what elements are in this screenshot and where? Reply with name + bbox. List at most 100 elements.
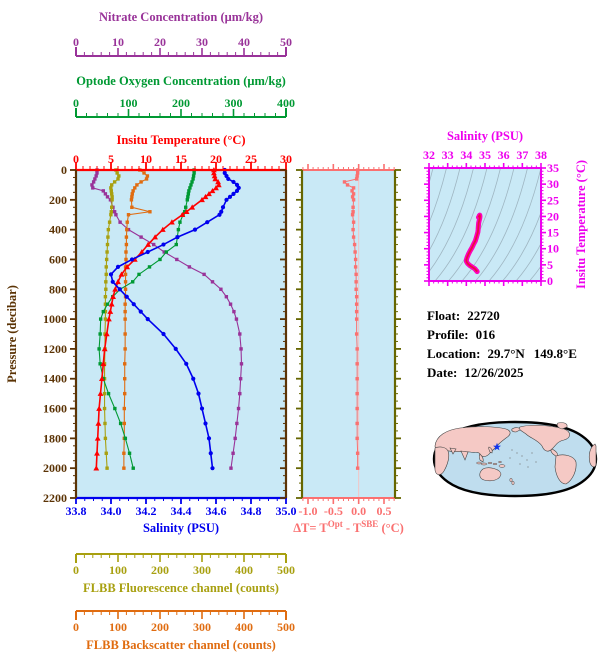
- tick-label: 0: [73, 96, 79, 110]
- data-point: [101, 309, 105, 314]
- data-point: [124, 235, 129, 239]
- ts-diagram-panel: 32 33 34 35 36 37 38 0 5 10 15 20 25 30 35 Salinity (PS…: [423, 129, 588, 289]
- tick-label: 100: [109, 620, 127, 634]
- data-point: [234, 317, 239, 321]
- data-point: [90, 183, 94, 187]
- data-point: [351, 227, 355, 232]
- data-point: [123, 332, 127, 336]
- pressure-tick-label: 200: [49, 193, 67, 207]
- data-point: [118, 271, 125, 277]
- delta-t-background: [302, 170, 395, 498]
- data-point: [95, 420, 102, 426]
- data-point: [208, 451, 213, 456]
- data-point: [351, 210, 355, 214]
- axis-title: Optode Oxygen Concentration (μm/kg): [76, 74, 286, 88]
- map-island-dot: [527, 466, 529, 468]
- data-point: [189, 183, 193, 187]
- tick-label: 20: [154, 35, 166, 49]
- data-point: [345, 183, 350, 187]
- data-point: [231, 179, 236, 185]
- data-point: [354, 280, 358, 284]
- ts-curve-inner: [465, 214, 481, 273]
- tick-label: 50: [280, 35, 292, 49]
- data-point: [233, 436, 237, 441]
- tick-label: 200: [151, 563, 169, 577]
- data-point: [108, 301, 115, 307]
- tick-label: 34.2: [136, 504, 157, 518]
- data-point: [191, 177, 195, 181]
- data-point: [178, 220, 182, 224]
- data-point: [124, 294, 129, 299]
- data-point: [203, 421, 208, 426]
- ts-salinity-title: Salinity (PSU): [447, 129, 523, 143]
- data-point: [342, 180, 347, 184]
- data-point: [124, 250, 128, 254]
- pressure-tick-label: 400: [49, 223, 67, 237]
- data-point: [104, 280, 108, 284]
- data-point: [226, 176, 231, 182]
- data-point: [127, 451, 132, 455]
- data-point: [351, 235, 356, 239]
- data-point: [106, 235, 110, 239]
- map-island-dot: [526, 459, 528, 461]
- data-point: [109, 186, 113, 190]
- axis-title: FLBB Backscatter channel (counts): [86, 638, 276, 652]
- oxygen-axis: 0 100 200 300 400 Optode Oxygen Concentration…: [73, 74, 295, 118]
- data-point: [122, 406, 126, 411]
- tick-label: 100: [120, 96, 138, 110]
- data-point: [185, 198, 189, 202]
- data-point: [220, 205, 226, 210]
- data-point: [125, 220, 129, 224]
- data-point: [354, 177, 359, 181]
- profile-label: Profile:: [427, 327, 469, 342]
- data-point: [210, 280, 215, 284]
- map-island: [509, 477, 513, 483]
- data-point: [124, 257, 128, 262]
- series-delta-t: [342, 168, 360, 470]
- tick-label: 200: [172, 96, 190, 110]
- pressure-tick-label: 1800: [43, 431, 67, 445]
- tick-label: 500: [277, 563, 295, 577]
- data-point: [99, 375, 105, 382]
- map-landmass: [434, 446, 450, 475]
- data-point: [108, 272, 114, 277]
- data-point: [192, 227, 198, 232]
- data-point: [103, 332, 107, 336]
- data-point: [126, 213, 131, 217]
- data-point: [104, 265, 108, 269]
- data-point: [110, 293, 116, 300]
- tick-label: -0.5: [324, 504, 343, 518]
- data-point: [94, 450, 100, 456]
- data-point: [219, 287, 223, 291]
- ts-curve: [463, 212, 483, 275]
- data-point: [100, 360, 107, 367]
- data-point: [354, 287, 358, 291]
- data-point: [175, 257, 179, 262]
- data-point: [199, 406, 205, 411]
- date-info-line: Date: 12/26/2025: [427, 365, 609, 384]
- data-point: [176, 227, 181, 232]
- data-point: [112, 286, 119, 292]
- data-point: [115, 264, 121, 270]
- pressure-tick-label: 2200: [43, 491, 67, 505]
- data-point: [105, 195, 110, 199]
- data-point: [144, 177, 149, 181]
- data-point: [190, 180, 194, 184]
- data-point: [145, 241, 151, 247]
- pressure-tick-label: 0: [61, 163, 67, 177]
- data-point: [215, 179, 221, 185]
- data-point: [145, 249, 150, 255]
- delta-t-axis-title: ΔT= TOpt - TSBE (°C): [293, 519, 404, 535]
- data-point: [123, 347, 127, 351]
- data-point: [354, 309, 359, 314]
- data-point: [103, 421, 107, 426]
- data-point: [135, 183, 139, 187]
- pressure-tick-label: 600: [49, 252, 67, 266]
- map-island: [480, 462, 488, 466]
- data-point: [234, 188, 240, 193]
- data-point: [213, 184, 219, 191]
- series-salinity: [108, 167, 241, 471]
- data-point: [98, 332, 102, 336]
